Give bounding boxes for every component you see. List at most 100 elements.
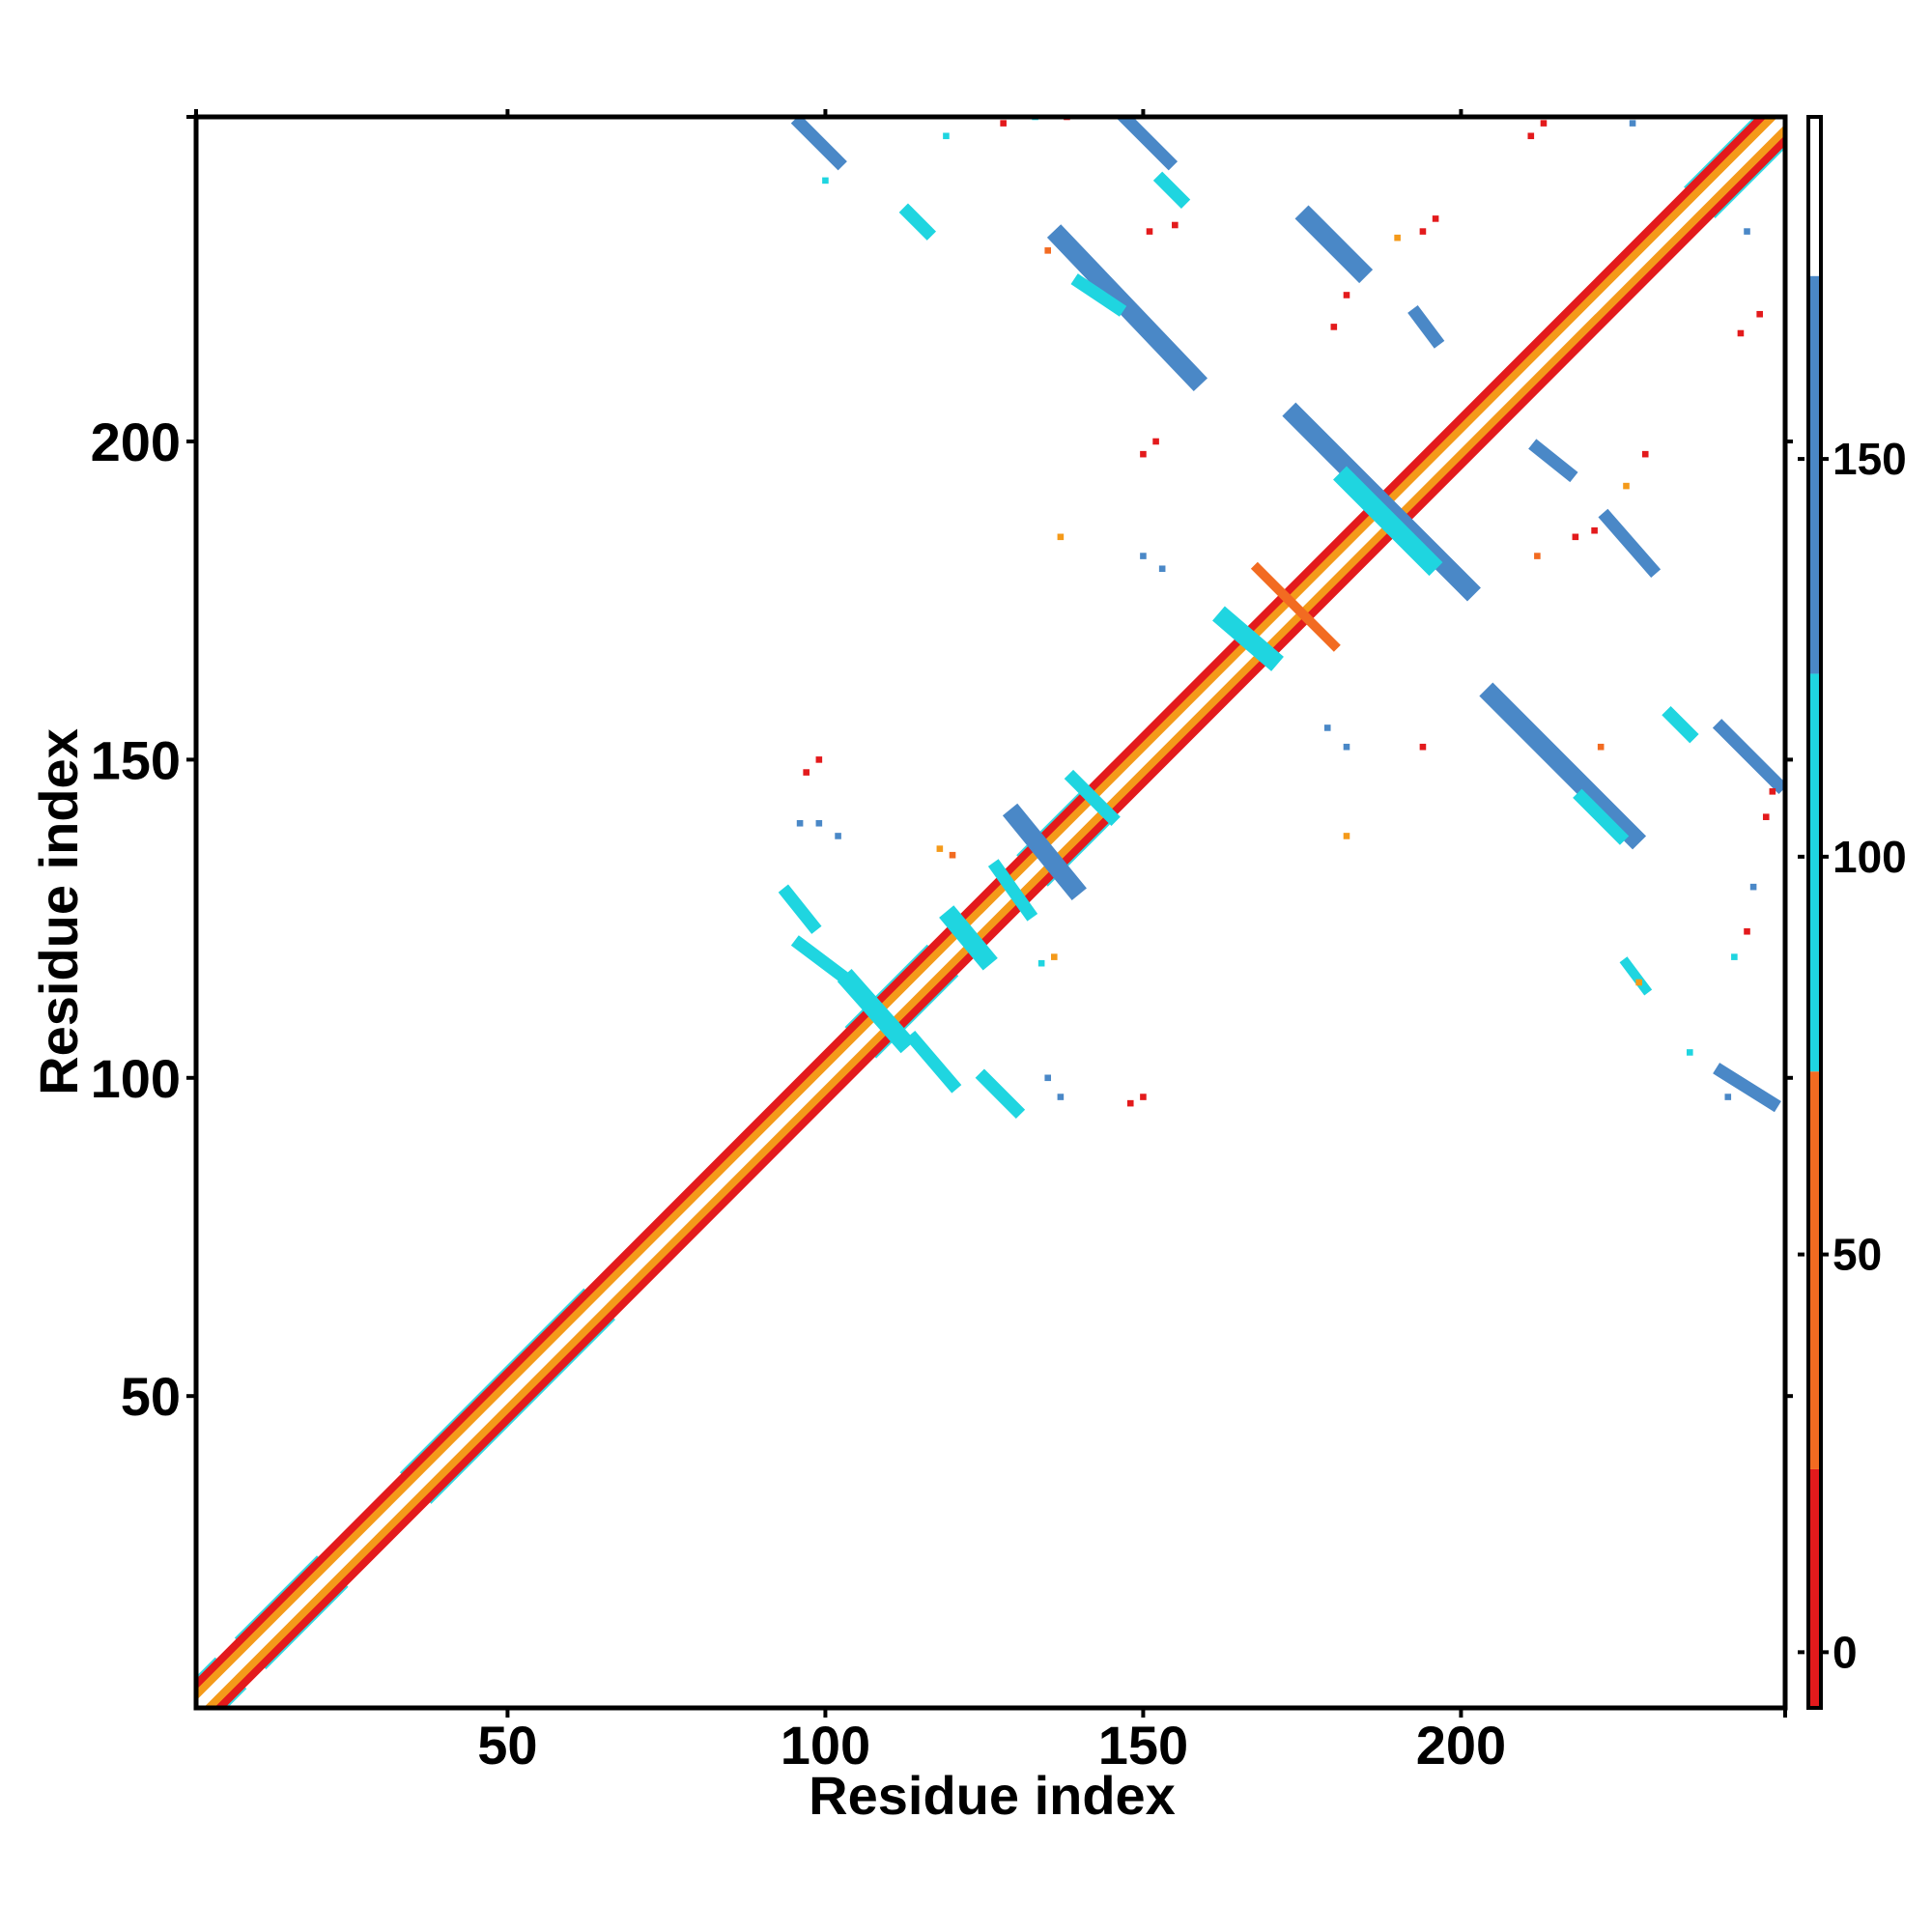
contact-point-51: [1687, 1049, 1693, 1056]
contact-strip-13: [1479, 682, 1647, 850]
contact-point-45: [1749, 883, 1757, 891]
contact-point-40: [815, 819, 823, 827]
colorbar-axis: 0 50 100 150: [1798, 434, 1907, 1677]
x-axis-title: Residue index: [809, 1765, 1176, 1826]
contact-point-24: [1641, 450, 1649, 458]
colorbar-tick-label-50: 50: [1833, 1230, 1882, 1280]
contact-point-27: [1534, 553, 1541, 559]
x-axis: 50 100 150 200: [194, 109, 1787, 1776]
colorbar-tick-label-150: 150: [1833, 434, 1907, 484]
colorbar-tick-label-100: 100: [1833, 832, 1907, 882]
contact-point-49: [1037, 959, 1045, 967]
contact-strip-7: [1407, 305, 1445, 349]
y-tick-label-150: 150: [91, 729, 181, 790]
contact-strip-23: [778, 884, 822, 934]
heatmap-area: [196, 101, 1785, 1708]
contact-point-17: [1343, 292, 1350, 298]
contact-point-20: [1756, 310, 1763, 318]
contact-strip-12: [1212, 606, 1284, 671]
contact-point-44: [1343, 833, 1350, 839]
contact-strip-2: [1152, 171, 1191, 209]
contact-point-14: [1394, 234, 1401, 242]
contact-point-53: [1057, 1094, 1065, 1100]
contact-strip-5: [1070, 273, 1127, 317]
contact-point-39: [796, 819, 804, 827]
contact-point-56: [1724, 1094, 1732, 1100]
contact-point-5: [1095, 101, 1102, 108]
contact-point-47: [1731, 953, 1738, 960]
contact-strip-21: [1064, 769, 1121, 826]
x-tick-label-50: 50: [477, 1715, 537, 1776]
contact-strip-17: [1713, 1063, 1781, 1113]
contact-strip-19: [1002, 803, 1087, 901]
contact-point-42: [936, 845, 944, 852]
contact-point-41: [835, 833, 841, 839]
contact-point-18: [1330, 324, 1338, 330]
contact-strip-11: [1598, 508, 1662, 579]
contact-point-30: [1158, 565, 1166, 573]
contact-point-28: [1057, 533, 1065, 541]
contact-strip-6: [1294, 205, 1374, 284]
contact-strip-24: [790, 935, 860, 992]
contact-strip-27: [837, 969, 916, 1054]
contact-point-6: [1527, 132, 1535, 140]
y-tick-label-50: 50: [121, 1366, 181, 1427]
contact-point-15: [1419, 228, 1427, 235]
x-tick-label-100: 100: [781, 1715, 870, 1776]
contact-strip-9: [1333, 466, 1443, 577]
contact-strip-15: [1662, 705, 1699, 744]
contact-point-26: [1572, 533, 1579, 541]
contact-point-0: [822, 177, 829, 185]
contact-point-32: [1343, 743, 1350, 751]
contact-point-46: [1744, 927, 1750, 935]
contact-point-33: [1419, 743, 1427, 751]
contact-point-36: [1762, 813, 1770, 820]
colorbar-bin-3: [1808, 275, 1821, 674]
contact-point-48: [1051, 953, 1058, 960]
contact-strip-22: [939, 905, 998, 971]
colorbar-bin-2: [1808, 673, 1821, 1072]
contact-point-37: [803, 769, 810, 776]
contact-point-54: [1126, 1099, 1134, 1107]
contact-point-21: [1140, 450, 1147, 458]
x-tick-label-150: 150: [1098, 1715, 1188, 1776]
contact-strip-1: [1115, 117, 1179, 171]
x-tick-label-200: 200: [1416, 1715, 1506, 1776]
contact-strip-25: [905, 1030, 962, 1094]
contact-strip-14: [1573, 788, 1630, 845]
contact-point-16: [1432, 215, 1439, 222]
diagonal-band-3: [196, 117, 1785, 1708]
contact-point-8: [1559, 107, 1566, 114]
colorbar-bin-0: [1808, 1468, 1821, 1708]
y-axis-title: Residue index: [28, 728, 89, 1095]
contact-strip-10: [1528, 439, 1578, 483]
contact-point-25: [1591, 526, 1598, 534]
contact-point-23: [1623, 482, 1630, 490]
y-tick-label-200: 200: [91, 412, 181, 472]
contact-strip-26: [975, 1068, 1026, 1120]
contact-point-12: [1172, 221, 1179, 229]
contact-point-7: [1540, 120, 1548, 127]
colorbar-bin-1: [1808, 1071, 1821, 1469]
contact-point-35: [1769, 788, 1776, 795]
colorbar-frame: [1806, 115, 1823, 1710]
colorbar-bin-4: [1808, 117, 1821, 276]
contact-strip-4: [1046, 224, 1208, 392]
contact-strip-0: [790, 117, 847, 171]
contact-point-11: [1146, 228, 1153, 235]
contact-point-1: [943, 132, 950, 140]
contact-strip-3: [898, 203, 937, 241]
contact-point-9: [1629, 120, 1636, 127]
y-tick-label-100: 100: [91, 1048, 181, 1109]
contact-point-34: [1597, 743, 1605, 751]
contact-strip-28: [1250, 561, 1341, 652]
contact-point-43: [949, 851, 956, 859]
contact-point-29: [1140, 553, 1147, 559]
contact-point-50: [1635, 979, 1642, 986]
plot-frame: [193, 114, 1788, 1711]
contact-point-10: [1744, 228, 1750, 235]
colorbar-tick-label-0: 0: [1833, 1627, 1858, 1677]
contact-point-19: [1737, 329, 1745, 337]
contact-strip-20: [987, 859, 1038, 922]
